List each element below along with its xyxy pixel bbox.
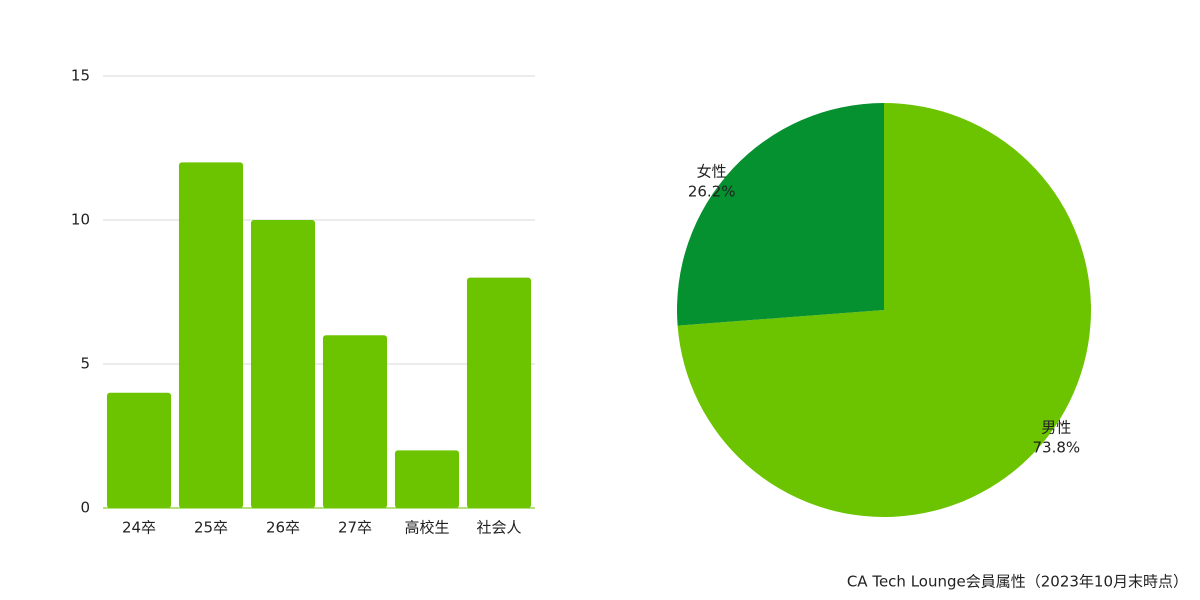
bar (106, 392, 172, 508)
bar (466, 277, 532, 508)
x-tick-label: 社会人 (476, 519, 521, 537)
x-tick-label: 高校生 (404, 519, 449, 537)
bar (322, 335, 388, 508)
slice-name: 女性 (697, 163, 727, 181)
y-tick-label: 10 (71, 211, 90, 229)
y-tick-label: 5 (80, 355, 90, 373)
slice-value: 26.2% (688, 183, 736, 201)
slice-value: 73.8% (1032, 438, 1080, 456)
y-tick-label: 15 (71, 67, 90, 85)
y-tick-label: 0 (80, 499, 90, 517)
bar (178, 162, 244, 508)
x-tick-label: 25卒 (194, 519, 228, 537)
pie-slice (677, 102, 1091, 517)
bar (394, 450, 460, 508)
x-tick-label: 24卒 (122, 519, 156, 537)
slice-name: 男性 (1041, 418, 1071, 436)
bar (250, 220, 316, 508)
pie-slice (677, 103, 884, 326)
x-tick-label: 27卒 (338, 519, 372, 537)
x-tick-label: 26卒 (266, 519, 300, 537)
caption: CA Tech Lounge会員属性（2023年10月末時点） (847, 573, 1188, 591)
